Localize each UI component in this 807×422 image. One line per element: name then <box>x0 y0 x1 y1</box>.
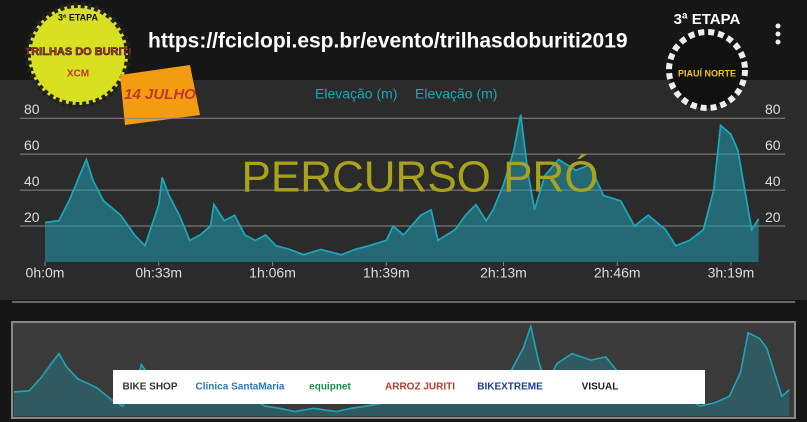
logo-sub: XCM <box>67 69 89 80</box>
x-tick-label: 3h:19m <box>708 265 755 281</box>
x-tick-label: 1h:06m <box>249 265 296 281</box>
y2-tick-label: 60 <box>765 137 781 153</box>
sponsor: Clínica SantaMaria <box>196 382 285 393</box>
x-tick-label: 0h:33m <box>135 265 182 281</box>
y-tick-label: 20 <box>24 209 40 225</box>
x-tick-label: 0h:0m <box>26 265 65 281</box>
y-tick-label: 40 <box>24 173 40 189</box>
logo-right <box>666 29 748 111</box>
sponsor: VISUAL <box>582 382 619 393</box>
sponsor: BIKE SHOP <box>122 382 177 393</box>
legend-entry: Elevação (m) <box>315 86 397 102</box>
x-tick-label: 2h:46m <box>594 265 641 281</box>
date-badge <box>120 65 200 125</box>
x-tick-label: 2h:13m <box>480 265 527 281</box>
menu-button[interactable] <box>775 23 781 45</box>
elevation-line <box>44 114 760 256</box>
logo-right-name: PIAUÍ NORTE <box>678 68 736 78</box>
sponsor-bar <box>113 370 705 404</box>
logo-left <box>25 2 131 108</box>
logo-stage: 3ª ETAPA <box>58 12 99 22</box>
y2-tick-label: 80 <box>765 101 781 117</box>
logo-date: 14 JULHO <box>124 86 196 103</box>
url: https://fciclopi.esp.br/evento/trilhasdo… <box>148 30 628 53</box>
sponsor: ARROZ JURITI <box>385 382 455 393</box>
sponsor: BIKEXTREME <box>477 382 543 393</box>
x-tick-label: 1h:39m <box>363 265 410 281</box>
elevation-area <box>45 114 759 262</box>
y-tick-label: 60 <box>24 137 40 153</box>
y-tick-label: 80 <box>24 101 40 117</box>
sponsor: equipnet <box>309 382 351 393</box>
elevation-area <box>45 114 759 262</box>
y2-tick-label: 40 <box>765 173 781 189</box>
y2-tick-label: 20 <box>765 209 781 225</box>
logo-right-stage: 3ª ETAPA <box>674 11 741 28</box>
overlay-title: PERCURSO PRÓ <box>242 153 599 202</box>
legend-entry: Elevação (m) <box>415 86 497 102</box>
logo-name: TRILHAS DO BURITI <box>25 46 132 58</box>
